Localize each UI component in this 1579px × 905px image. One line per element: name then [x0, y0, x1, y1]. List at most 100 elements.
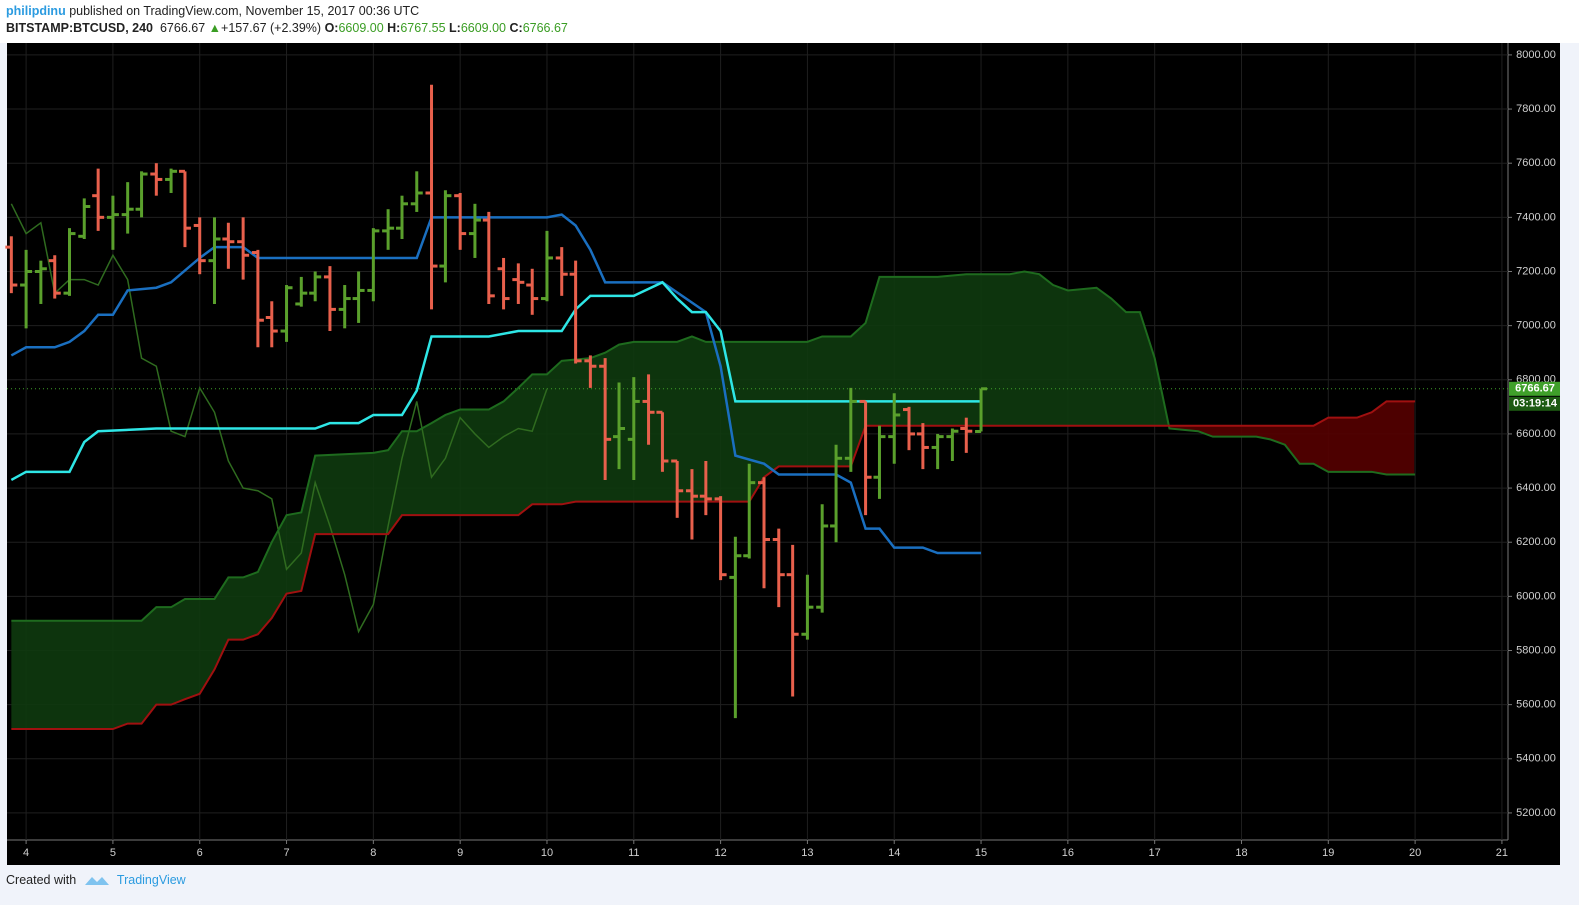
ohlc-bar [555, 247, 568, 296]
ohlc-bar [642, 374, 655, 445]
ohlc-bar [295, 276, 308, 307]
ohlc-bar [729, 536, 742, 719]
price: 6766.67 [159, 21, 206, 35]
ohlc-bar [816, 504, 829, 613]
header: philipdinu published on TradingView.com,… [0, 0, 1579, 43]
y-tick-label: 7000.00 [1516, 320, 1556, 332]
y-tick-label: 6400.00 [1516, 482, 1556, 494]
ohlc-key: L: [449, 21, 461, 35]
x-tick-label: 8 [370, 847, 376, 859]
ohlc-bar [569, 260, 582, 364]
ohlc-bar [135, 171, 148, 218]
ohlc-value: 6609.00 [338, 21, 384, 35]
ohlc-bar [222, 222, 235, 269]
ohlc-bar [786, 544, 799, 697]
ohlc-bar [425, 84, 438, 310]
ohlc-bar [859, 399, 872, 516]
x-tick-label: 10 [541, 847, 553, 859]
ohlc-bar [106, 195, 119, 250]
ohlc-bar [20, 249, 33, 329]
ohlc-bar [193, 217, 206, 275]
y-tick-label: 6600.00 [1516, 428, 1556, 440]
ohlc-bar [512, 263, 525, 304]
ohlc-bar [946, 428, 959, 461]
ohlc-bar [599, 358, 612, 480]
y-tick-label: 7400.00 [1516, 211, 1556, 223]
chart: 5200.00 5400.00 5600.00 5800.00 6000.00 6200.… [5, 43, 1560, 865]
ohlc-bar [497, 257, 510, 310]
y-tick-label: 7800.00 [1516, 103, 1556, 115]
ohlc-bar [902, 406, 915, 451]
ohlc-key: C: [509, 21, 523, 35]
ohlc-bar [627, 377, 640, 480]
ohlc-bar [844, 387, 857, 472]
ohlc-bar [540, 230, 553, 302]
ohlc-bar [656, 410, 669, 472]
countdown-box [1509, 396, 1560, 411]
ohlc-bar [613, 382, 626, 470]
ohlc-bar [699, 460, 712, 516]
x-tick-label: 14 [888, 847, 900, 859]
ohlc-bar [873, 425, 886, 499]
ohlc-key: H: [387, 21, 401, 35]
ohlc-value: 6766.67 [522, 21, 568, 35]
ohlc-bar [685, 469, 698, 540]
ohlc-bar [772, 528, 785, 608]
ohlc-bar [165, 168, 178, 193]
change: +157.67 (+2.39%) [221, 21, 322, 35]
ohlc-bar [439, 190, 452, 283]
footer: Created with TradingView [6, 873, 186, 888]
ohlc-bar [352, 271, 365, 323]
x-tick-label: 5 [110, 847, 116, 859]
ohlc-bar [150, 163, 163, 196]
x-tick-label: 6 [197, 847, 203, 859]
ohlc-o: O:6609.00 [325, 21, 384, 35]
ohlc-bar [338, 285, 351, 329]
x-tick-label: 15 [975, 847, 987, 859]
cloud-fill [1169, 401, 1415, 475]
y-tick-label: 6000.00 [1516, 590, 1556, 602]
x-tick-label: 21 [1496, 847, 1508, 859]
ohlc-bar [671, 459, 684, 518]
ohlc-bar [63, 228, 76, 296]
y-tick-label: 6200.00 [1516, 536, 1556, 548]
ohlc-bar [482, 211, 495, 304]
x-tick-label: 18 [1235, 847, 1247, 859]
y-tick-label: 7600.00 [1516, 157, 1556, 169]
indicator-line [10, 280, 982, 482]
last-price-label: 6766.67 [1515, 383, 1555, 395]
ohlc-bar [280, 285, 293, 342]
ohlc-bar [265, 301, 278, 348]
ohlc-bar [396, 195, 408, 240]
ohlc-bar [931, 433, 944, 470]
y-tick-label: 5600.00 [1516, 699, 1556, 711]
ohlc-bar [743, 463, 756, 559]
ohlc-bar [468, 203, 481, 258]
ohlc-value: 6767.55 [400, 21, 446, 35]
ohlc-bar [78, 198, 91, 240]
y-tick-label: 5400.00 [1516, 753, 1556, 765]
ohlc-key: O: [324, 21, 339, 35]
ohlc-bar [410, 171, 423, 212]
x-tick-label: 20 [1409, 847, 1421, 859]
ohlc-bar [367, 228, 380, 302]
ohlc-h: H:6767.55 [387, 21, 445, 35]
ohlc-c: C:6766.67 [510, 21, 568, 35]
indicator-line [10, 203, 548, 634]
brand[interactable]: TradingView [116, 873, 186, 887]
ohlc-bar [48, 255, 61, 299]
y-tick-label: 5800.00 [1516, 644, 1556, 656]
x-tick-label: 9 [457, 847, 463, 859]
ohlc-bar [584, 355, 597, 388]
author[interactable]: philipdinu [6, 4, 66, 18]
ohlc-bar [309, 271, 322, 302]
quote-line: BITSTAMP:BTCUSD, 240 6766.67 ▲+157.67 (+… [6, 21, 568, 35]
x-tick-label: 13 [801, 847, 813, 859]
last-price-box [1509, 381, 1560, 396]
indicator-line [11, 400, 1416, 731]
published: published on TradingView.com, November 1… [69, 4, 420, 18]
ohlc-bar [714, 496, 727, 581]
ohlc-bar [121, 182, 134, 234]
cloud-fill [11, 271, 1170, 730]
